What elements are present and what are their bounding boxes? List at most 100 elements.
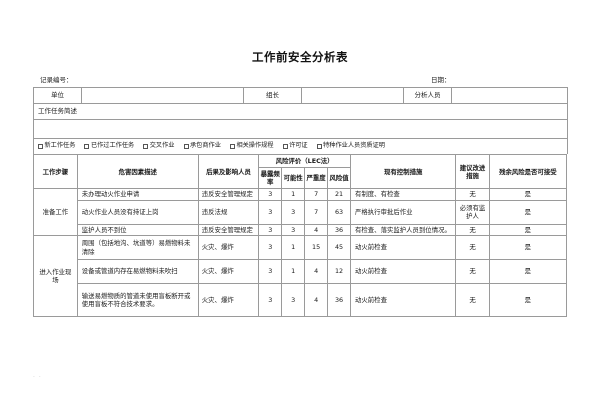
current-control-cell: 动火前检查 [350, 235, 457, 261]
likelihood-cell: 1 [281, 235, 306, 261]
info-row: 单位 组长 分析人员 [33, 87, 568, 104]
task-brief-input[interactable] [33, 119, 568, 139]
info-table: 单位 组长 分析人员 工作任务简述 新工作任务 已作过工作任务 交叉作业 承包商作业 相… [33, 87, 568, 154]
consequence-cell: 违反安全管理规定 [197, 223, 260, 237]
current-control-cell: 严格执行审批后作业 [350, 199, 457, 225]
exposure-cell: 3 [258, 259, 283, 285]
likelihood-cell: 3 [281, 283, 306, 318]
unit-value[interactable] [81, 87, 244, 104]
checkbox-label: 交叉作业 [149, 142, 175, 150]
exposure-cell: 3 [258, 223, 283, 237]
risk-value-cell: 12 [327, 259, 352, 285]
acceptable-cell: 是 [488, 223, 568, 237]
acceptable-cell: 是 [488, 235, 568, 261]
scan-artifact: · · [33, 374, 42, 381]
checkbox-row: 新工作任务 已作过工作任务 交叉作业 承包商作业 相关操作规程 许可证 特种作业人员资质证明 [33, 138, 568, 154]
checkbox-label: 特种作业人员资质证明 [323, 142, 385, 150]
checkbox-icon[interactable] [84, 143, 90, 149]
likelihood-cell: 1 [281, 259, 306, 285]
risk-value-cell: 21 [327, 188, 352, 201]
checkbox-icon[interactable] [282, 143, 288, 149]
header-hazard: 危害因素描述 [76, 154, 199, 189]
checkbox-item[interactable]: 相关操作规程 [229, 142, 274, 150]
improvement-cell: 无 [455, 235, 490, 261]
checkbox-item[interactable]: 承包商作业 [183, 142, 221, 150]
likelihood-cell: 1 [281, 188, 306, 201]
checkbox-item[interactable]: 特种作业人员资质证明 [316, 142, 385, 150]
header-risk-value: 风险值 [327, 167, 352, 189]
checkbox-label: 新工作任务 [44, 142, 76, 150]
table-header-row-2: 暴露频率 可能性 严重度 风险值 [34, 167, 567, 189]
consequence-cell: 火灾、爆炸 [197, 283, 260, 318]
checkbox-icon[interactable] [229, 143, 235, 149]
checkbox-label: 相关操作规程 [236, 142, 274, 150]
header-consequence: 后果及影响人员 [197, 154, 260, 189]
task-brief-blank-row [33, 119, 568, 139]
leader-value[interactable] [301, 87, 404, 104]
checkbox-group: 新工作任务 已作过工作任务 交叉作业 承包商作业 相关操作规程 许可证 特种作业人员资质证明 [33, 138, 568, 154]
table-body: 准备工作 未办理动火作业申请 违反安全管理规定 3 1 7 21 有制度、有检查无是动火作业人… [33, 187, 568, 318]
checkbox-icon[interactable] [38, 143, 43, 149]
leader-label: 组长 [243, 87, 302, 104]
work-step-label: 准备工作 [33, 187, 78, 237]
checkbox-icon[interactable] [316, 143, 322, 149]
improvement-cell: 必须有监护人 [455, 199, 490, 225]
severity-cell: 15 [304, 235, 329, 261]
date-label: 日期： [431, 76, 451, 84]
exposure-cell: 3 [258, 235, 283, 261]
checkbox-item[interactable]: 许可证 [282, 142, 308, 150]
hazard-cell: 设备或管道内存在易燃物料未吹扫 [76, 259, 199, 285]
severity-cell: 4 [304, 259, 329, 285]
improvement-cell: 无 [455, 259, 490, 285]
checkbox-label: 已作过工作任务 [90, 142, 135, 150]
table-header-row-1: 工作步骤 危害因素描述 后果及影响人员 风险评价（LEC法） 现有控制措施 建议… [33, 154, 568, 189]
unit-label: 单位 [33, 87, 82, 104]
table-row: 设备或管道内存在易燃物料未吹扫 火灾、爆炸 3 1 4 12 动火前检查无是 [34, 259, 568, 285]
checkbox-item[interactable]: 交叉作业 [143, 142, 175, 150]
header-step: 工作步骤 [33, 154, 78, 189]
current-control-cell: 动火前检查 [350, 283, 457, 318]
header-exposure: 暴露频率 [258, 167, 283, 189]
consequence-cell: 火灾、爆炸 [197, 259, 260, 285]
current-control-cell: 动火前检查 [350, 259, 457, 285]
likelihood-cell: 3 [281, 199, 306, 225]
checkbox-icon[interactable] [183, 143, 189, 149]
likelihood-cell: 3 [281, 223, 306, 237]
risk-value-cell: 63 [327, 199, 352, 225]
table-row: 监护人员不到位 违反安全管理规定 3 3 4 36 有检查、落实监护人员到位情况。无是 [34, 223, 568, 237]
checkbox-item[interactable]: 已作过工作任务 [84, 142, 134, 150]
hazard-cell: 周围（包括地沟、坑道等）易燃物料未清除 [76, 235, 199, 261]
current-control-cell: 有制度、有检查 [350, 188, 457, 201]
table-row: 动火作业人员没有持证上岗 违反法规 3 3 7 63 严格执行审批后作业 必须有监护人是 [34, 199, 568, 225]
checkbox-icon[interactable] [143, 143, 149, 149]
header-acceptable: 残余风险是否可接受 [488, 154, 568, 189]
improvement-cell: 无 [455, 283, 490, 318]
record-number-label: 记录编号： [40, 76, 73, 84]
exposure-cell: 3 [258, 283, 283, 318]
risk-value-cell: 45 [327, 235, 352, 261]
acceptable-cell: 是 [488, 199, 568, 225]
task-brief-row: 工作任务简述 [33, 103, 568, 120]
current-control-cell: 有检查、落实监护人员到位情况。 [350, 223, 457, 237]
task-brief-label: 工作任务简述 [33, 103, 568, 120]
page-title: 工作前安全分析表 [252, 50, 348, 64]
table-row: 进入作业现场 周围（包括地沟、坑道等）易燃物料未清除 火灾、爆炸 3 1 15 45 动火前检… [33, 235, 568, 318]
acceptable-cell: 是 [488, 259, 568, 285]
hazard-cell: 未办理动火作业申请 [76, 188, 199, 201]
analyst-value[interactable] [451, 87, 568, 104]
header-improvement: 建议改进措施 [455, 154, 490, 189]
risk-value-cell: 36 [327, 223, 352, 237]
analyst-label: 分析人员 [403, 87, 452, 104]
consequence-cell: 违反法规 [197, 199, 260, 225]
severity-cell: 7 [304, 199, 329, 225]
jsa-analysis-table: 工作步骤 危害因素描述 后果及影响人员 风险评价（LEC法） 现有控制措施 建议… [33, 154, 568, 318]
checkbox-item[interactable]: 新工作任务 [38, 142, 75, 150]
acceptable-cell: 是 [488, 188, 568, 201]
header-likelihood: 可能性 [281, 167, 306, 189]
table-row: 准备工作 未办理动火作业申请 违反安全管理规定 3 1 7 21 有制度、有检查无是 [33, 187, 568, 237]
consequence-cell: 火灾、爆炸 [197, 235, 260, 261]
severity-cell: 4 [304, 283, 329, 318]
header-severity: 严重度 [304, 167, 329, 189]
consequence-cell: 违反安全管理规定 [197, 188, 260, 201]
